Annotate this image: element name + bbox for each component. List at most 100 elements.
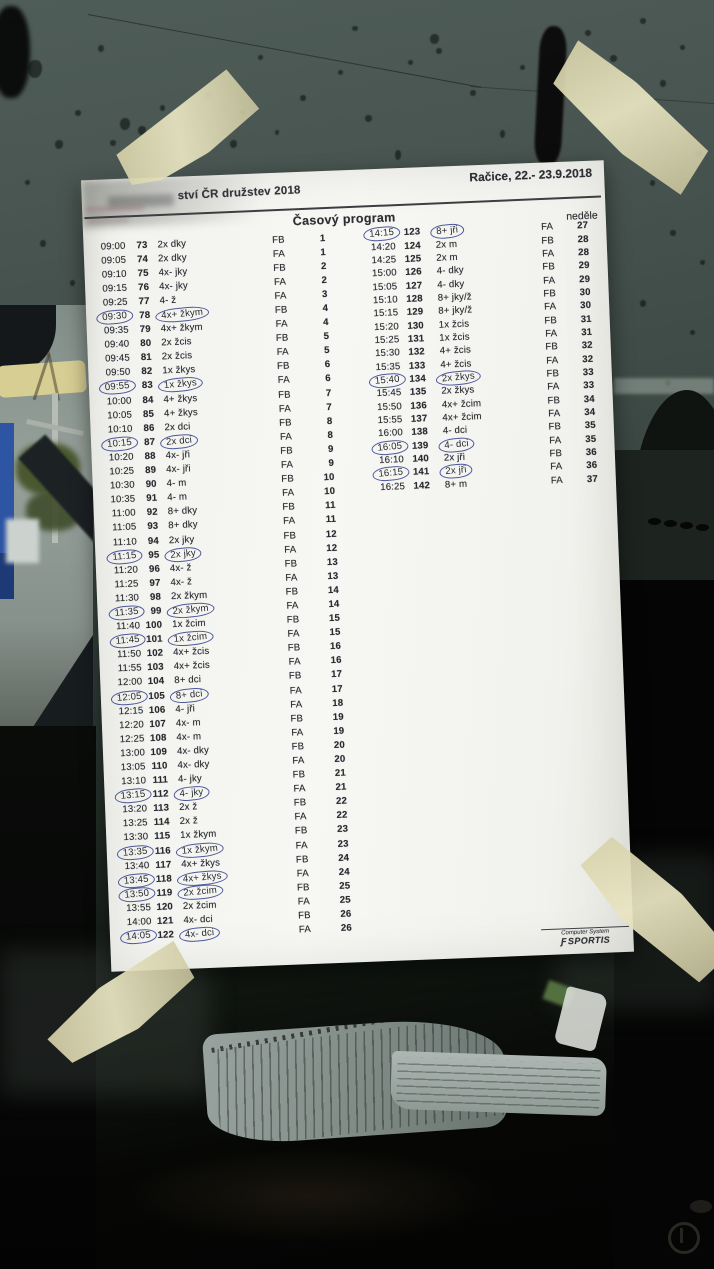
blue-object-shadow: [0, 553, 14, 599]
final-label: FA: [298, 924, 312, 936]
faint-wheel-emblem: [668, 1222, 700, 1254]
section-number: 8: [326, 415, 333, 427]
light-patch: [6, 519, 39, 563]
final-label: FB: [285, 586, 299, 598]
section-number: 31: [581, 326, 593, 339]
final-label: FB: [542, 261, 556, 273]
race-time: 11:05: [112, 521, 137, 534]
final-label: FA: [540, 221, 554, 233]
results-sheet: [390, 1050, 607, 1117]
final-label: FA: [548, 408, 561, 420]
race-time: 11:25: [114, 578, 139, 591]
section-number: 35: [584, 420, 596, 432]
race-time: 10:25: [109, 465, 135, 478]
raindrop: [650, 180, 655, 186]
race-time: 14:05: [119, 928, 158, 946]
section-number: 16: [329, 640, 342, 653]
final-label: FB: [548, 421, 562, 433]
race-time: 13:20: [122, 803, 148, 816]
section-number: 1: [319, 232, 326, 244]
race-time: 13:35: [116, 843, 155, 861]
section-number: 26: [340, 922, 353, 935]
final-label: FB: [293, 797, 307, 809]
raindrop: [8, 22, 16, 30]
raindrop: [640, 300, 646, 307]
section-number: 30: [579, 300, 592, 312]
race-time: 11:40: [115, 620, 141, 633]
section-number: 1: [320, 246, 327, 258]
raindrop: [138, 126, 146, 135]
final-label: FB: [277, 389, 291, 401]
raindrop: [660, 80, 666, 87]
race-number: 89: [144, 464, 157, 477]
section-number: 32: [582, 353, 594, 365]
raindrop: [690, 330, 695, 335]
race-time: 10:15: [100, 435, 139, 453]
race-time: 09:30: [95, 308, 134, 326]
dark-corner-blob: [0, 6, 30, 98]
final-label: FA: [547, 381, 560, 393]
section-number: 25: [339, 880, 351, 892]
raindrop: [670, 230, 676, 236]
race-time: 12:05: [110, 688, 149, 707]
race-time: 14:00: [126, 916, 152, 929]
race-time: 13:50: [118, 885, 157, 904]
race-number: 135: [409, 386, 427, 399]
final-label: FA: [274, 290, 287, 302]
race-time: 12:20: [118, 719, 145, 731]
raindrop: [436, 48, 442, 54]
raindrop: [98, 45, 104, 52]
raindrop: [408, 60, 413, 65]
race-time: 13:05: [120, 761, 146, 774]
race-number: 133: [408, 359, 426, 372]
final-label: FA: [542, 274, 556, 287]
final-label: FA: [284, 543, 297, 556]
raindrop: [70, 280, 75, 286]
race-time: 09:15: [102, 282, 128, 295]
final-label: FA: [546, 354, 559, 367]
race-time: 12:00: [117, 676, 143, 689]
location-date: Račice, 22.- 23.9.2018: [469, 165, 593, 185]
raindrop: [275, 130, 279, 135]
dark-reflection: [614, 450, 714, 582]
race-time: 10:20: [108, 451, 134, 464]
race-number: 90: [145, 478, 157, 491]
section-number: 15: [328, 612, 341, 625]
race-number: 82: [141, 366, 153, 378]
race-number: 97: [149, 577, 161, 589]
race-number: 107: [149, 718, 167, 730]
final-label: FB: [276, 360, 290, 373]
race-time: 11:30: [114, 592, 140, 605]
race-time: 15:40: [365, 372, 407, 390]
race-time: 11:00: [111, 507, 137, 520]
final-label: FB: [291, 741, 305, 753]
race-number: 74: [136, 253, 149, 265]
race-time: 16:15: [368, 465, 411, 483]
race-time: 13:15: [114, 787, 153, 805]
race-number: 75: [137, 267, 149, 279]
final-label: FA: [289, 684, 302, 697]
final-label: FB: [287, 642, 301, 654]
race-number: 103: [147, 661, 164, 674]
section-number: 3: [321, 288, 328, 301]
race-time: 09:25: [102, 296, 128, 309]
section-number: 17: [330, 669, 343, 681]
reflection-band: [614, 378, 714, 394]
sportis-footer: Computer System ƑSPORTIS: [541, 925, 630, 948]
interior-shadow-left: [0, 726, 96, 1269]
raindrop: [25, 180, 30, 185]
race-time: 10:10: [107, 423, 133, 436]
final-label: FA: [291, 727, 304, 739]
final-label: FA: [295, 839, 308, 852]
race-number: 124: [404, 239, 421, 252]
race-time: 16:05: [367, 438, 410, 456]
race-number: 110: [151, 760, 168, 773]
raindrop: [610, 55, 617, 62]
race-time: 09:10: [101, 268, 127, 281]
final-label: FA: [550, 461, 563, 473]
raindrop: [258, 55, 263, 60]
final-label: FA: [287, 628, 300, 640]
section-number: 30: [579, 286, 591, 299]
race-number: 131: [407, 333, 425, 345]
